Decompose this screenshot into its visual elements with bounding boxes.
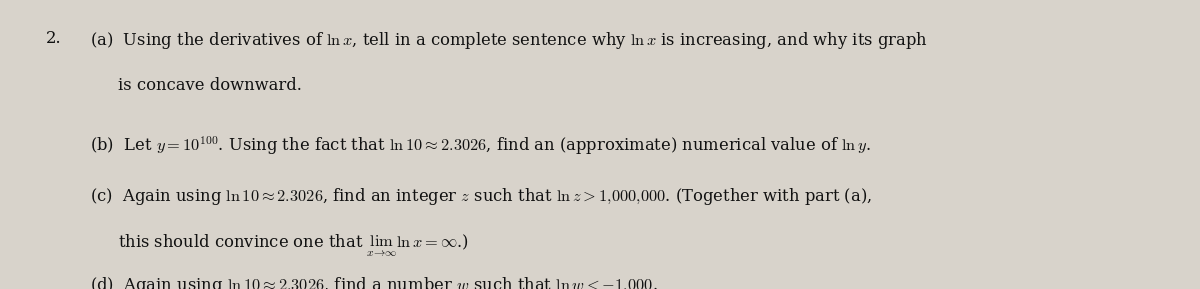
- Text: 2.: 2.: [46, 30, 61, 47]
- Text: is concave downward.: is concave downward.: [118, 77, 301, 94]
- Text: (b)  Let $y = 10^{100}$. Using the fact that $\ln 10 \approx 2.3026$, find an (a: (b) Let $y = 10^{100}$. Using the fact t…: [90, 134, 871, 157]
- Text: (d)  Again using $\ln 10 \approx 2.3026$, find a number $w$ such that $\ln w < -: (d) Again using $\ln 10 \approx 2.3026$,…: [90, 275, 658, 289]
- Text: this should convince one that $\lim_{x \to \infty} \ln x = \infty$.): this should convince one that $\lim_{x \…: [118, 233, 468, 259]
- Text: (a)  Using the derivatives of $\ln x$, tell in a complete sentence why $\ln x$ i: (a) Using the derivatives of $\ln x$, te…: [90, 30, 928, 51]
- Text: (c)  Again using $\ln 10 \approx 2.3026$, find an integer $z$ such that $\ln z >: (c) Again using $\ln 10 \approx 2.3026$,…: [90, 186, 872, 208]
